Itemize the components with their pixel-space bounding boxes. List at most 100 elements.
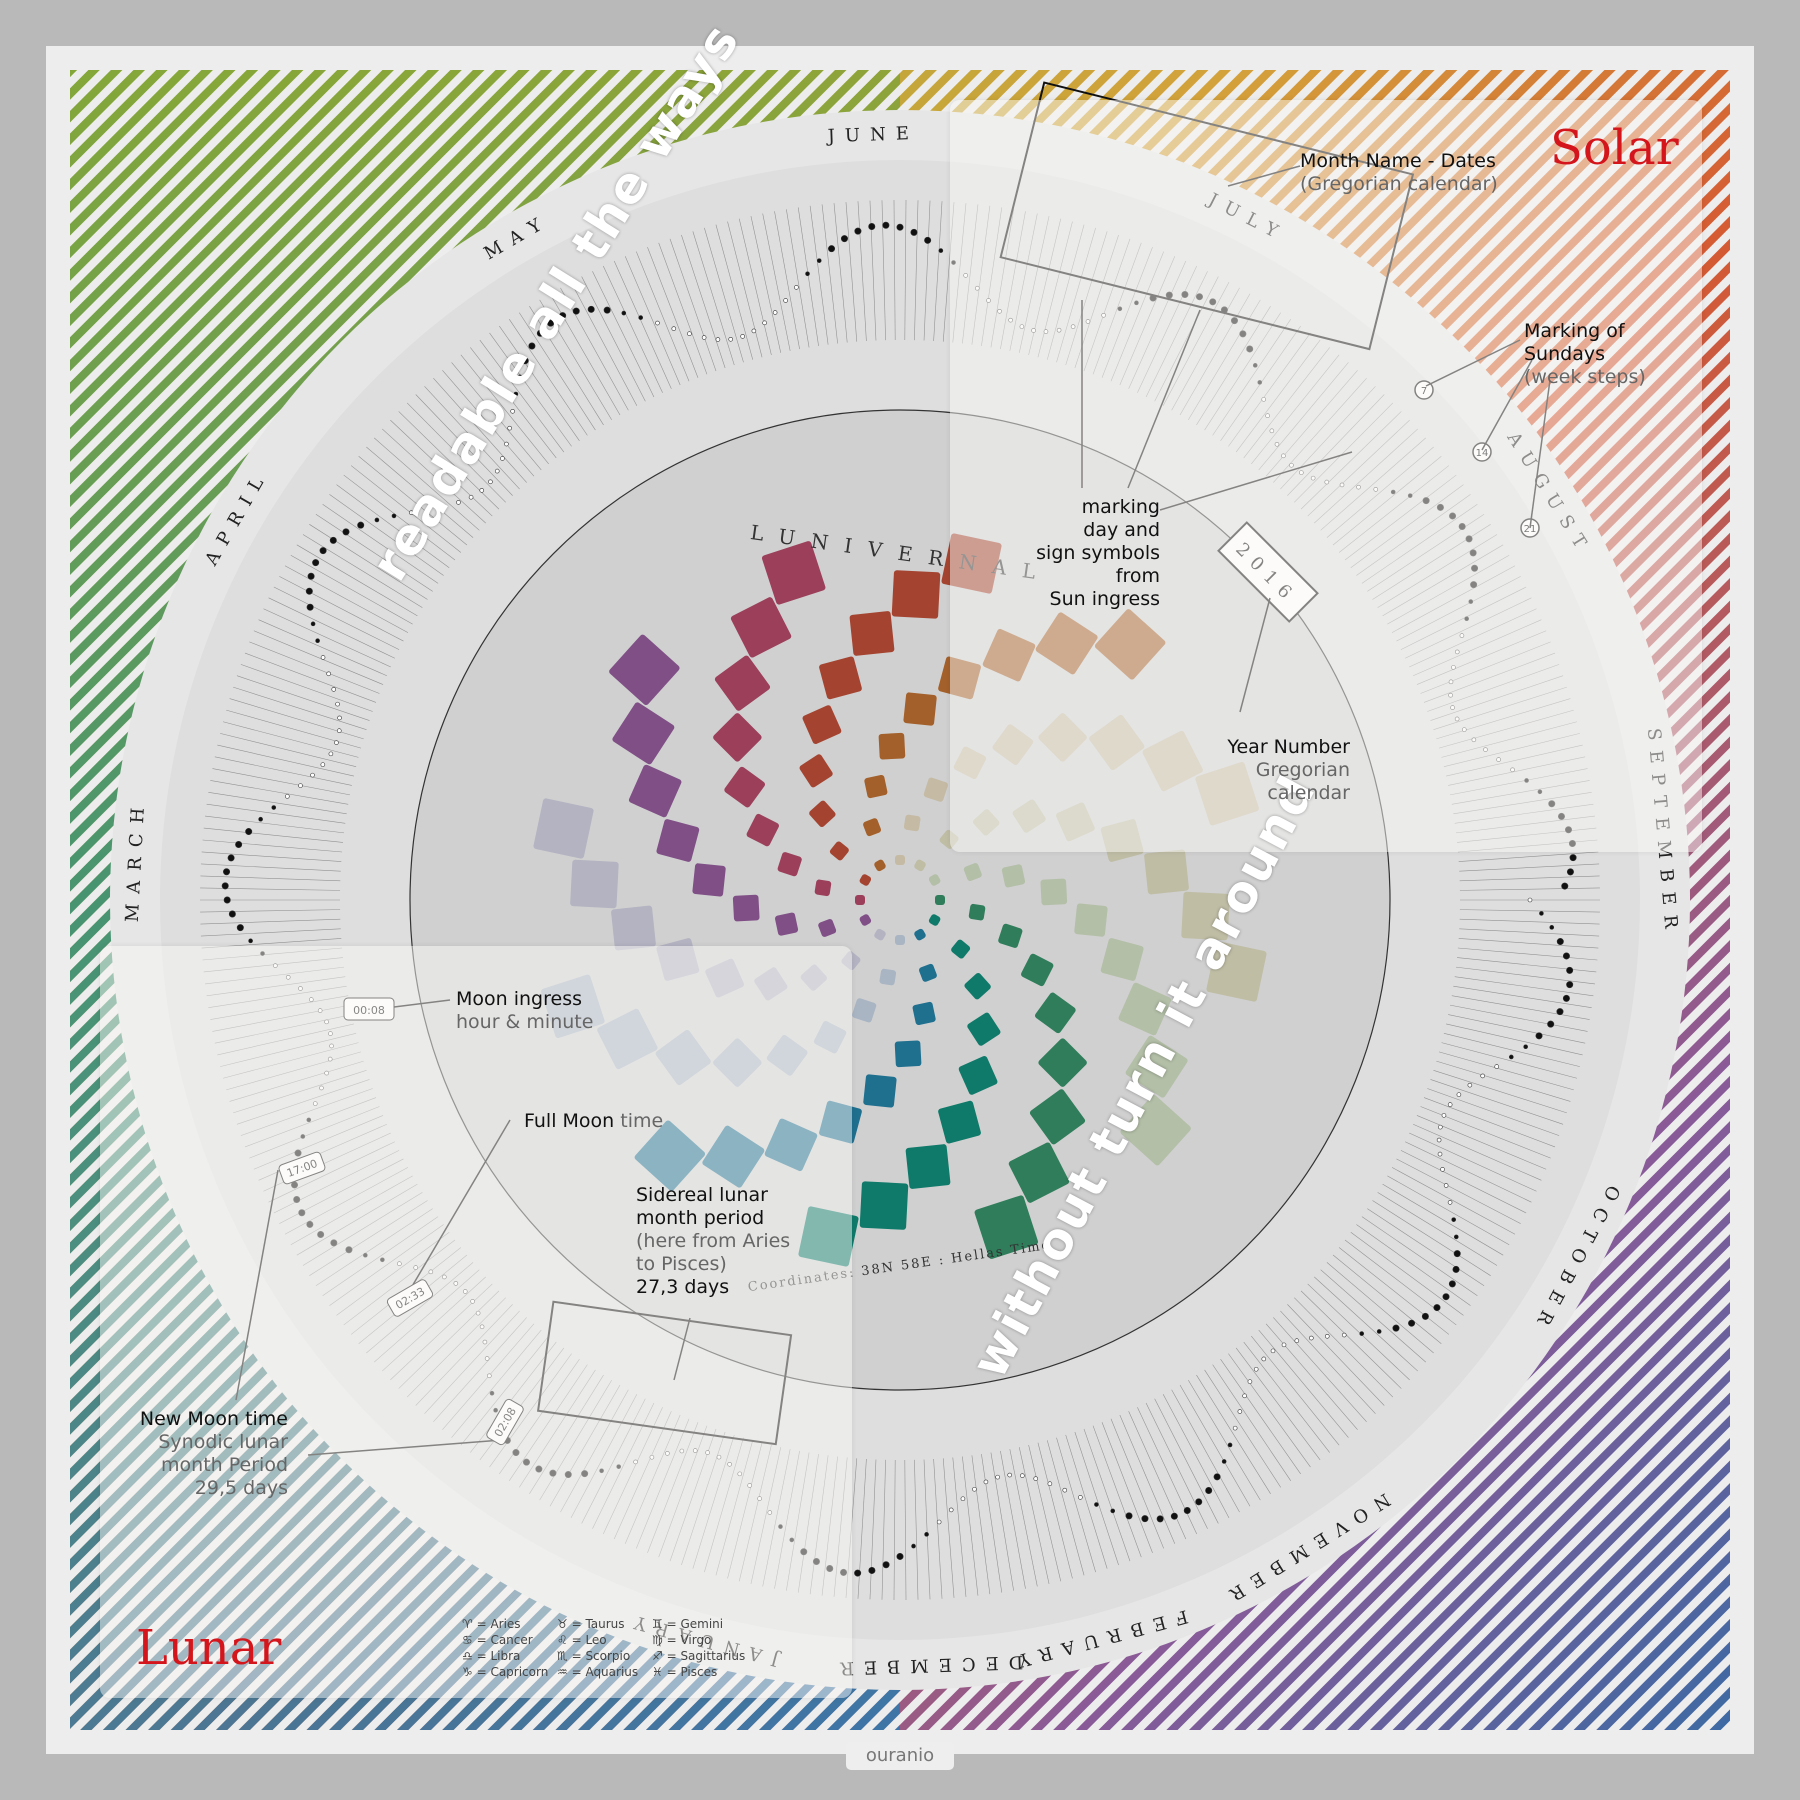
- mandala-tile: [1040, 878, 1068, 906]
- moon-dot: [868, 223, 876, 231]
- moon-dot: [1156, 1515, 1164, 1523]
- day-tick: [774, 211, 800, 350]
- moon-dot: [245, 828, 253, 836]
- day-tick: [223, 721, 359, 758]
- mandala-tile: [655, 1029, 711, 1086]
- moon-dot: [1421, 1312, 1429, 1320]
- day-tick: [1338, 1247, 1450, 1335]
- mandala-tile: [941, 533, 1002, 594]
- moon-dot: [258, 816, 263, 822]
- mandala-tile: [923, 777, 948, 802]
- day-tick: [1436, 1060, 1571, 1102]
- day-tick: [343, 474, 456, 561]
- day-tick: [358, 455, 468, 546]
- day-tick: [1338, 465, 1450, 553]
- day-tick: [1443, 733, 1580, 767]
- day-tick: [1459, 863, 1600, 872]
- callout-sub: (week steps): [1524, 366, 1646, 388]
- day-tick: [1137, 265, 1198, 393]
- day-tick: [990, 209, 1014, 348]
- day-tick: [206, 803, 346, 824]
- day-tick: [1204, 1369, 1281, 1488]
- moon-dot: [1232, 1425, 1238, 1431]
- new-moon-callout: New Moon time Synodic lunar month Period…: [100, 1408, 288, 1500]
- day-tick: [1367, 1208, 1485, 1287]
- day-tick: [821, 1456, 838, 1596]
- day-tick: [1459, 918, 1600, 925]
- moon-dot: [705, 1450, 710, 1455]
- day-tick: [1443, 1033, 1580, 1067]
- day-tick: [624, 256, 681, 386]
- moon-dot: [1031, 328, 1036, 333]
- moon-dot: [572, 307, 580, 315]
- day-tick: [1280, 386, 1376, 490]
- day-tick: [1280, 1310, 1376, 1414]
- svg-text:00:08: 00:08: [353, 1004, 385, 1017]
- moon-dot: [1527, 897, 1533, 903]
- mandala-tile: [541, 974, 605, 1039]
- moon-dot: [1294, 1338, 1300, 1344]
- day-tick: [1265, 370, 1358, 477]
- moon-dot: [638, 315, 644, 320]
- moon-dot: [581, 1470, 589, 1478]
- mandala-tile: [634, 1120, 706, 1191]
- day-tick: [1265, 1323, 1358, 1430]
- moon-dot: [1443, 1183, 1449, 1188]
- solar-panel: [950, 100, 1702, 852]
- moon-dot: [1566, 966, 1574, 974]
- day-tick: [451, 362, 542, 471]
- moon-dot: [223, 896, 231, 904]
- day-tick: [809, 205, 829, 345]
- callout-line-5: Sun ingress: [1049, 588, 1160, 610]
- moon-dot: [517, 374, 523, 380]
- moon-dot: [665, 1451, 670, 1456]
- mandala-tile: [1181, 891, 1230, 941]
- day-tick: [470, 347, 557, 459]
- legend-item: ♌ = Leo: [557, 1633, 607, 1647]
- mandala-tile: [829, 841, 849, 861]
- moon-dot: [1019, 324, 1025, 329]
- day-tick: [1101, 1422, 1153, 1553]
- mandala-tile: [914, 928, 926, 941]
- day-tick: [762, 1449, 791, 1587]
- day-tick: [470, 1341, 557, 1453]
- day-tick: [208, 985, 347, 1009]
- day-tick: [1145, 1402, 1208, 1529]
- july-bracket: [999, 81, 1415, 351]
- sunday-date: 21: [1524, 524, 1537, 535]
- day-tick: [279, 576, 404, 642]
- day-tick: [1453, 985, 1592, 1009]
- moon-dot: [649, 1454, 655, 1460]
- moon-dot: [479, 488, 485, 493]
- moon-dot: [1392, 1324, 1400, 1332]
- moon-dot: [1458, 522, 1466, 530]
- day-tick: [1228, 332, 1311, 447]
- day-tick: [1455, 966, 1595, 985]
- mandala-tile: [656, 938, 700, 981]
- moon-dot: [248, 938, 253, 944]
- day-tick: [424, 386, 520, 490]
- day-tick: [786, 1452, 810, 1591]
- day-tick: [240, 664, 373, 712]
- day-tick: [1332, 455, 1442, 546]
- day-tick: [315, 513, 433, 592]
- moon-dot: [1509, 1054, 1514, 1060]
- day-tick: [433, 377, 527, 483]
- moon-dot: [482, 1339, 488, 1345]
- day-tick: [681, 234, 726, 369]
- day-tick: [1204, 312, 1281, 431]
- day-tick: [1065, 1434, 1108, 1569]
- moon-dot: [840, 235, 848, 243]
- day-tick: [296, 544, 418, 617]
- moon-dot: [317, 1230, 325, 1238]
- day-tick: [1446, 1023, 1583, 1056]
- moon-dot: [1449, 512, 1457, 520]
- moon-tags: 17:00 02:33 02:08 00:08: [278, 997, 524, 1446]
- day-tick: [200, 928, 341, 937]
- day-tick: [727, 1442, 763, 1579]
- moon-dot: [716, 1454, 722, 1460]
- day-tick: [715, 224, 754, 360]
- mandala-tile: [730, 597, 792, 658]
- moon-dot: [306, 1117, 312, 1123]
- mandala-tile: [938, 1100, 981, 1144]
